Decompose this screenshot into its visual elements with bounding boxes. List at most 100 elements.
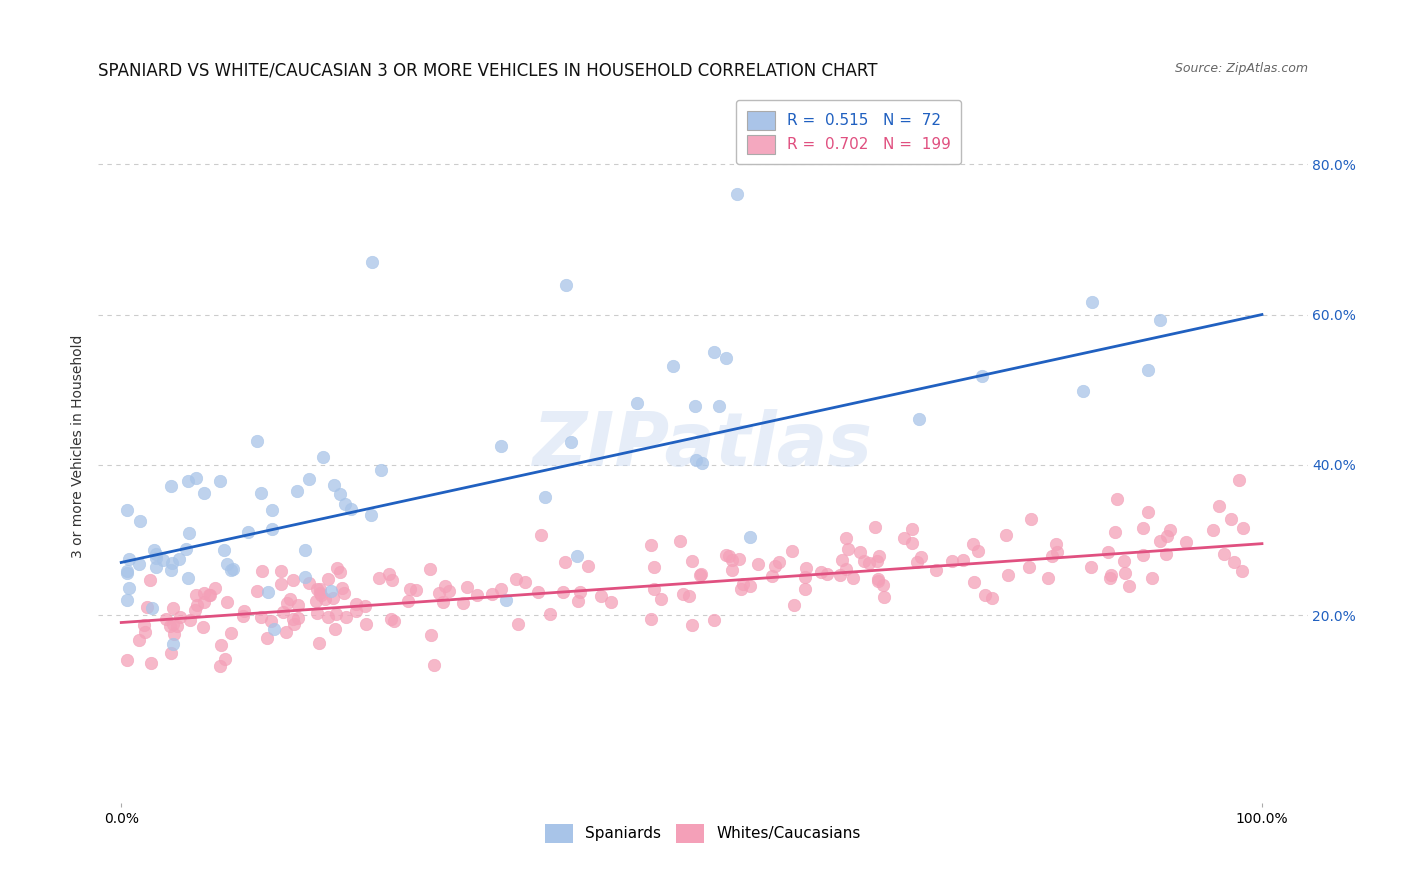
Point bbox=[309, 588, 332, 602]
Point bbox=[599, 595, 621, 609]
Point bbox=[640, 612, 662, 626]
Point bbox=[287, 484, 309, 499]
Point bbox=[159, 646, 181, 660]
Point bbox=[952, 553, 974, 567]
Point bbox=[138, 573, 160, 587]
Point bbox=[672, 587, 695, 601]
Point bbox=[162, 637, 184, 651]
Point bbox=[810, 566, 832, 580]
Point bbox=[1213, 548, 1236, 562]
Point bbox=[910, 549, 932, 564]
Point bbox=[217, 557, 239, 571]
Point bbox=[626, 396, 648, 410]
Point bbox=[907, 555, 929, 569]
Point bbox=[690, 566, 713, 581]
Point bbox=[219, 626, 242, 640]
Point bbox=[319, 583, 342, 598]
Point bbox=[270, 564, 292, 578]
Point bbox=[160, 557, 183, 571]
Point bbox=[995, 527, 1018, 541]
Point bbox=[997, 567, 1019, 582]
Point bbox=[298, 472, 321, 486]
Point bbox=[368, 571, 391, 585]
Point bbox=[489, 439, 512, 453]
Point bbox=[177, 571, 200, 585]
Point bbox=[849, 544, 872, 558]
Point bbox=[399, 582, 422, 597]
Point bbox=[1149, 533, 1171, 548]
Point bbox=[725, 187, 748, 202]
Point bbox=[287, 598, 309, 612]
Point bbox=[427, 586, 450, 600]
Point bbox=[967, 544, 990, 558]
Point bbox=[554, 555, 576, 569]
Point bbox=[868, 549, 890, 563]
Point bbox=[681, 554, 703, 568]
Point bbox=[419, 562, 441, 576]
Point bbox=[309, 586, 332, 600]
Point bbox=[1112, 554, 1135, 568]
Point bbox=[1019, 512, 1042, 526]
Point bbox=[1036, 570, 1059, 584]
Point bbox=[794, 561, 817, 575]
Point bbox=[325, 561, 347, 575]
Point bbox=[176, 474, 198, 488]
Point bbox=[297, 576, 319, 591]
Point bbox=[162, 601, 184, 615]
Point bbox=[1232, 520, 1254, 534]
Point bbox=[451, 596, 474, 610]
Point bbox=[214, 652, 236, 666]
Point bbox=[763, 558, 786, 573]
Point bbox=[335, 497, 357, 511]
Point bbox=[344, 604, 367, 618]
Point bbox=[270, 577, 292, 591]
Point bbox=[576, 559, 599, 574]
Point bbox=[728, 552, 751, 566]
Point bbox=[1018, 560, 1040, 574]
Point bbox=[179, 525, 201, 540]
Point bbox=[434, 579, 457, 593]
Point bbox=[1132, 520, 1154, 534]
Point bbox=[560, 434, 582, 449]
Point bbox=[145, 560, 167, 574]
Point bbox=[527, 585, 550, 599]
Point bbox=[866, 572, 889, 586]
Point bbox=[209, 659, 232, 673]
Point bbox=[1080, 560, 1102, 574]
Point bbox=[179, 613, 201, 627]
Point bbox=[873, 591, 896, 605]
Point bbox=[184, 471, 207, 485]
Point bbox=[155, 612, 177, 626]
Point bbox=[650, 591, 672, 606]
Point bbox=[815, 567, 838, 582]
Point bbox=[1223, 555, 1246, 569]
Point bbox=[1045, 537, 1067, 551]
Text: ZIPatlas: ZIPatlas bbox=[533, 409, 873, 483]
Point bbox=[294, 570, 316, 584]
Y-axis label: 3 or more Vehicles in Household: 3 or more Vehicles in Household bbox=[72, 334, 86, 558]
Point bbox=[159, 479, 181, 493]
Legend: Spaniards, Whites/Caucasians: Spaniards, Whites/Caucasians bbox=[540, 818, 866, 848]
Point bbox=[1081, 295, 1104, 310]
Point bbox=[260, 522, 283, 536]
Point bbox=[276, 596, 298, 610]
Point bbox=[208, 474, 231, 488]
Point bbox=[159, 619, 181, 633]
Point bbox=[132, 618, 155, 632]
Point bbox=[733, 577, 755, 591]
Point bbox=[681, 618, 703, 632]
Point bbox=[662, 359, 685, 373]
Point bbox=[1040, 549, 1063, 563]
Point bbox=[141, 657, 163, 671]
Point bbox=[530, 528, 553, 542]
Point bbox=[378, 566, 401, 581]
Point bbox=[1097, 544, 1119, 558]
Point bbox=[128, 633, 150, 648]
Point bbox=[360, 508, 382, 522]
Point bbox=[166, 619, 188, 633]
Point bbox=[685, 453, 707, 467]
Point bbox=[274, 625, 297, 640]
Point bbox=[565, 549, 588, 564]
Point bbox=[495, 593, 517, 607]
Point bbox=[834, 531, 856, 545]
